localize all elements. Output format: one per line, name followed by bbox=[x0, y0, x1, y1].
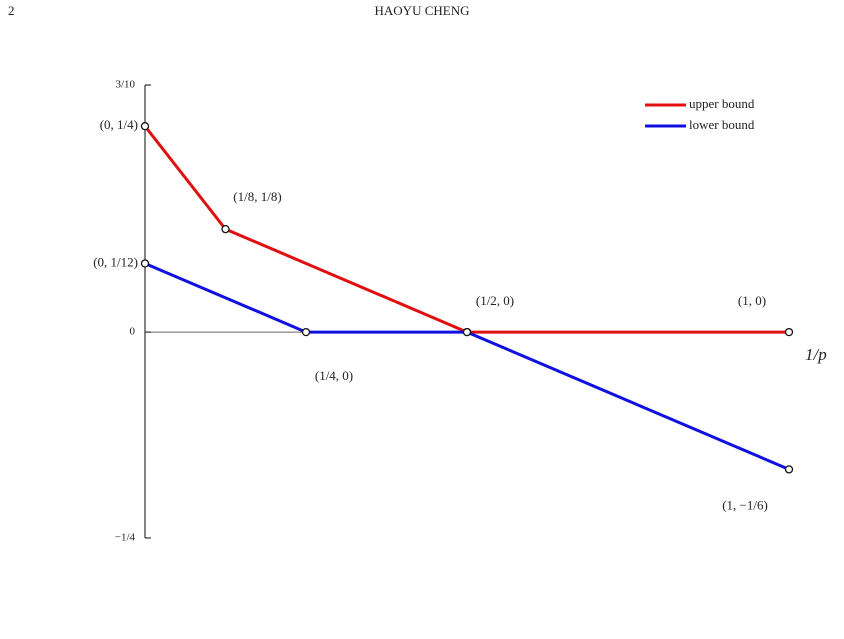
legend-label: lower bound bbox=[689, 117, 755, 132]
y-tick-label: 3/10 bbox=[115, 79, 135, 91]
point-marker bbox=[221, 224, 230, 234]
point-marker bbox=[784, 465, 794, 474]
x-axis-label: 1/p bbox=[805, 345, 827, 364]
point-label: (0, 1/4) bbox=[100, 117, 138, 132]
y-tick-label: −1/4 bbox=[115, 532, 136, 544]
point-marker bbox=[462, 327, 472, 337]
legend-label: upper bound bbox=[689, 96, 755, 111]
point-label: (0, 1/12) bbox=[93, 254, 138, 269]
point-marker bbox=[301, 327, 311, 337]
point-marker bbox=[784, 327, 794, 337]
page-number: 2 bbox=[8, 3, 15, 18]
y-tick-label: 0 bbox=[130, 326, 136, 338]
series-line bbox=[143, 125, 789, 334]
point-label: (1, −1/6) bbox=[722, 497, 768, 512]
point-marker bbox=[140, 259, 150, 268]
point-label: (1, 0) bbox=[738, 293, 766, 308]
point-marker bbox=[140, 122, 150, 131]
point-label: (1/2, 0) bbox=[476, 293, 514, 308]
point-label: (1/4, 0) bbox=[315, 368, 353, 383]
series-line bbox=[144, 262, 790, 471]
running-head: HAOYU CHENG bbox=[374, 3, 470, 18]
point-label: (1/8, 1/8) bbox=[233, 189, 281, 204]
